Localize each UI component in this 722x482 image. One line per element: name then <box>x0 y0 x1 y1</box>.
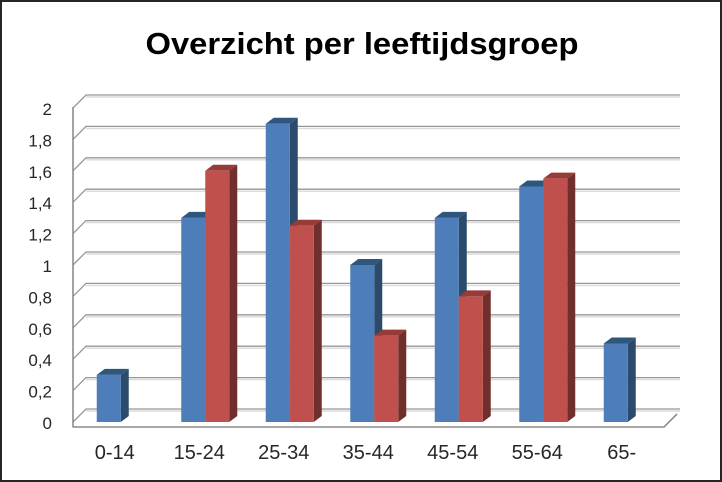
bar-front-face <box>434 217 459 422</box>
bar-front-face <box>519 186 544 422</box>
y-tick-label: 0,2 <box>28 383 52 402</box>
x-category-label: 65- <box>607 442 636 464</box>
bar-55-64-s2 <box>543 172 576 422</box>
gridline <box>72 219 680 235</box>
bar-side-face <box>313 219 322 422</box>
gridline <box>72 125 680 140</box>
bar-side-face <box>627 337 636 422</box>
floor-layer <box>72 107 678 428</box>
bar-front-face <box>374 335 399 422</box>
y-tick-label: 1,6 <box>28 163 52 182</box>
bar-top-face <box>434 211 467 218</box>
bar-top-face <box>603 337 636 344</box>
bar-top-face <box>543 172 576 179</box>
y-axis-labels: 0 0,2 0,4 0,6 0,8 1 1,2 1,4 1,6 1,8 2 <box>28 100 52 433</box>
gridline <box>72 251 680 266</box>
bar-top-face <box>350 259 383 265</box>
bar-15-24-s2 <box>205 164 238 423</box>
bar-front-face <box>350 265 375 422</box>
y-tick-label: 1,2 <box>28 226 52 245</box>
bar-side-face <box>482 290 491 422</box>
y-tick-label: 1 <box>43 257 52 276</box>
x-category-label: 45-54 <box>427 442 478 464</box>
bar-front-face <box>289 225 314 422</box>
x-category-label: 25-34 <box>258 442 309 464</box>
bar-top-face <box>374 329 407 336</box>
chart-title: Overzicht per leeftijdsgroep <box>146 26 579 61</box>
bar-side-face <box>398 329 407 422</box>
bar-front-face <box>96 374 121 422</box>
y-tick-label: 0,6 <box>28 320 52 339</box>
bar-top-face <box>96 368 129 375</box>
x-axis-labels: 0-14 15-24 25-34 35-44 45-54 55-64 65- <box>95 442 636 464</box>
gridline <box>72 188 680 203</box>
bar-35-44-s1 <box>350 259 383 422</box>
bar-45-54-s2 <box>458 290 491 422</box>
y-tick-label: 2 <box>43 100 52 119</box>
y-tick-label: 0 <box>43 414 52 433</box>
bar-65--s1 <box>603 337 636 422</box>
bar-side-face <box>229 164 238 423</box>
bar-front-face <box>543 178 568 422</box>
floor-edge <box>73 413 678 428</box>
bar-0-14-s1 <box>96 368 129 422</box>
bar-front-face <box>181 217 206 422</box>
bar-side-face <box>567 172 576 422</box>
bar-top-face <box>205 164 238 171</box>
gridline <box>72 282 680 297</box>
x-category-label: 15-24 <box>174 442 225 464</box>
gridline <box>72 157 680 172</box>
y-tick-label: 0,8 <box>28 288 52 307</box>
x-category-label: 35-44 <box>343 442 394 464</box>
bar-top-face <box>458 290 491 297</box>
y-tick-label: 1,8 <box>28 131 52 150</box>
y-tick-label: 0,4 <box>28 351 52 370</box>
bar-front-face <box>265 123 290 422</box>
bar-25-34-s2 <box>289 219 322 422</box>
y-tick-label: 1,4 <box>28 194 52 213</box>
bar-top-face <box>289 219 322 226</box>
bar-front-face <box>603 343 628 422</box>
bars-layer <box>96 117 636 423</box>
bar-35-44-s2 <box>374 329 407 422</box>
x-category-label: 55-64 <box>512 442 563 464</box>
bar-front-face <box>205 170 230 422</box>
bar-front-face <box>458 296 483 422</box>
gridline <box>72 94 680 109</box>
bar-side-face <box>120 368 129 422</box>
bar-top-face <box>265 117 298 124</box>
x-category-label: 0-14 <box>95 442 135 464</box>
